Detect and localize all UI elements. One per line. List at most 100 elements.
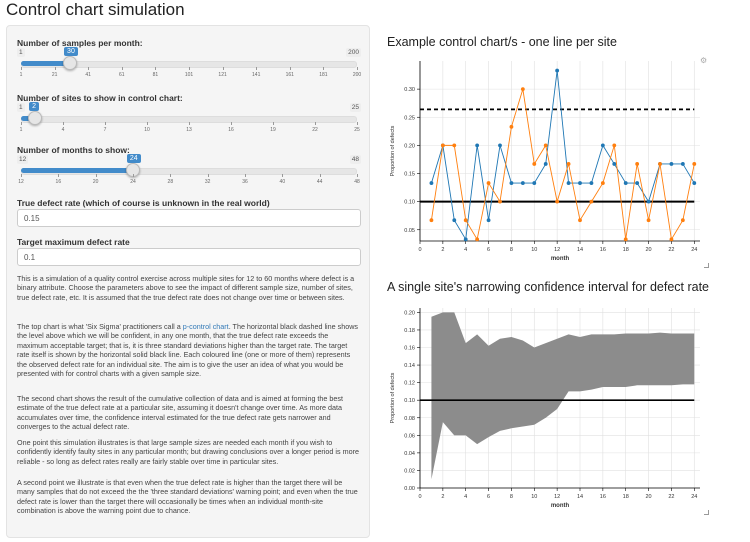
data-point-site-2 [612,143,617,148]
slider-max-label: 25 [349,103,361,112]
data-point-site-1 [475,143,480,148]
slider-tick-label: 16 [55,179,62,185]
slider-tick [121,67,123,70]
slider-min-label: 1 [17,103,25,112]
x-tick-label: 8 [510,494,513,500]
slider-fill [21,168,133,173]
x-tick-label: 16 [600,494,606,500]
slider-tick-label: 101 [184,72,194,78]
slider-tick-label: 36 [242,179,248,185]
x-tick-label: 4 [464,494,467,500]
slider-tick [147,122,148,125]
slider-value: 24 [126,154,141,163]
slider-tick-label: 22 [312,127,318,133]
y-tick-label: 0.18 [404,328,415,334]
x-tick-label: 12 [554,247,560,253]
samples-slider[interactable]: 1 200 30 1 21 41 61 81 101 121 141 161 181 200 [17,47,361,80]
slider-tick [231,122,232,125]
data-point-site-2 [680,218,685,223]
slider-value: 30 [64,47,78,56]
slider-tick [315,122,316,125]
data-point-site-2 [669,237,674,242]
slider-tick [189,67,190,70]
true-rate-label: True defect rate (which of course is unk… [17,198,270,208]
data-point-site-2 [429,218,434,223]
data-point-site-1 [566,181,571,185]
data-point-site-1 [578,181,582,185]
samples-label: Number of samples per month: [17,38,143,48]
slider-tick [88,67,90,70]
slider-tick [273,122,274,125]
y-tick-label: 0.08 [404,416,415,422]
slider-tick [289,67,291,70]
x-tick-label: 12 [554,494,560,500]
slider-tick-label: 41 [85,72,91,78]
warning-point-paragraph: A second point we illustrate is that eve… [17,478,358,516]
x-tick-label: 18 [623,247,629,253]
p-control-chart-link[interactable]: p-control chart [182,322,229,331]
slider-tick-label: 25 [354,127,360,133]
slider-fill [21,116,36,121]
y-tick-label: 0.00 [404,486,415,492]
x-tick-label: 0 [418,247,421,253]
slider-tick [54,67,56,70]
slider-tick-label: 48 [354,179,360,185]
y-tick-label: 0.05 [404,228,415,234]
slider-handle[interactable] [63,56,78,70]
chart1-explanation: The top chart is what 'Six Sigma' practi… [17,322,361,378]
x-tick-label: 20 [646,494,652,500]
sites-slider[interactable]: 1 25 2 1 4 7 10 13 16 19 22 25 [17,102,361,135]
slider-tick-label: 21 [51,72,58,78]
y-tick-label: 0.25 [404,115,415,121]
target-rate-label: Target maximum defect rate [17,237,130,247]
y-tick-label: 0.20 [404,310,415,316]
slider-ticks [21,174,358,178]
x-tick-label: 6 [487,247,490,253]
sample-size-paragraph: One point this simulation illustrates is… [17,438,359,466]
months-slider[interactable]: 12 48 24 12 16 20 24 28 32 36 40 44 48 [17,154,361,187]
target-rate-input[interactable]: 0.1 [17,248,361,266]
slider-tick [319,174,321,177]
slider-tick [63,122,64,125]
slider-handle[interactable] [125,163,140,177]
data-point-site-1 [486,218,491,223]
slider-tick [21,67,22,70]
chart1-title: Example control chart/s - one line per s… [387,35,617,49]
data-point-site-2 [555,199,560,204]
slider-tick [207,174,209,177]
x-tick-label: 2 [441,247,444,253]
slider-tick-label: 19 [270,127,276,133]
gear-icon[interactable]: ⚙ [700,56,708,65]
slider-tick-labels: 1 4 7 10 13 16 19 22 25 [20,127,360,135]
months-label: Number of months to show: [17,145,130,155]
data-point-site-1 [555,68,560,73]
y-tick-label: 0.10 [404,398,415,404]
data-point-site-2 [509,124,514,129]
series-line-2 [430,88,695,241]
slider-ticks [21,122,358,126]
x-tick-label: 24 [691,494,697,500]
x-tick-label: 24 [691,247,697,253]
slider-tick-label: 81 [152,72,159,78]
data-point-site-1 [646,199,651,204]
slider-tick-label: 20 [92,179,99,185]
slider-handle[interactable] [28,111,43,125]
true-rate-input[interactable]: 0.15 [17,209,361,227]
x-axis-title: month [551,256,570,262]
data-point-site-1 [669,162,674,166]
slider-tick-label: 161 [285,72,294,78]
y-tick-label: 0.02 [404,468,415,474]
y-tick-label: 0.30 [404,87,415,93]
slider-tick [357,174,358,177]
resize-handle-2[interactable] [704,510,709,515]
resize-handle[interactable] [704,263,709,268]
intro-paragraph: This is a simulation of a quality contro… [17,274,355,302]
slider-tick-label: 181 [319,72,328,78]
slider-tick-label: 1 [19,72,23,78]
data-point-site-1 [623,181,628,185]
y-tick-label: 0.14 [404,363,415,369]
data-point-site-1 [692,181,697,185]
slider-min-label: 12 [17,155,29,164]
data-point-site-2 [692,162,697,166]
data-point-site-2 [589,199,594,204]
